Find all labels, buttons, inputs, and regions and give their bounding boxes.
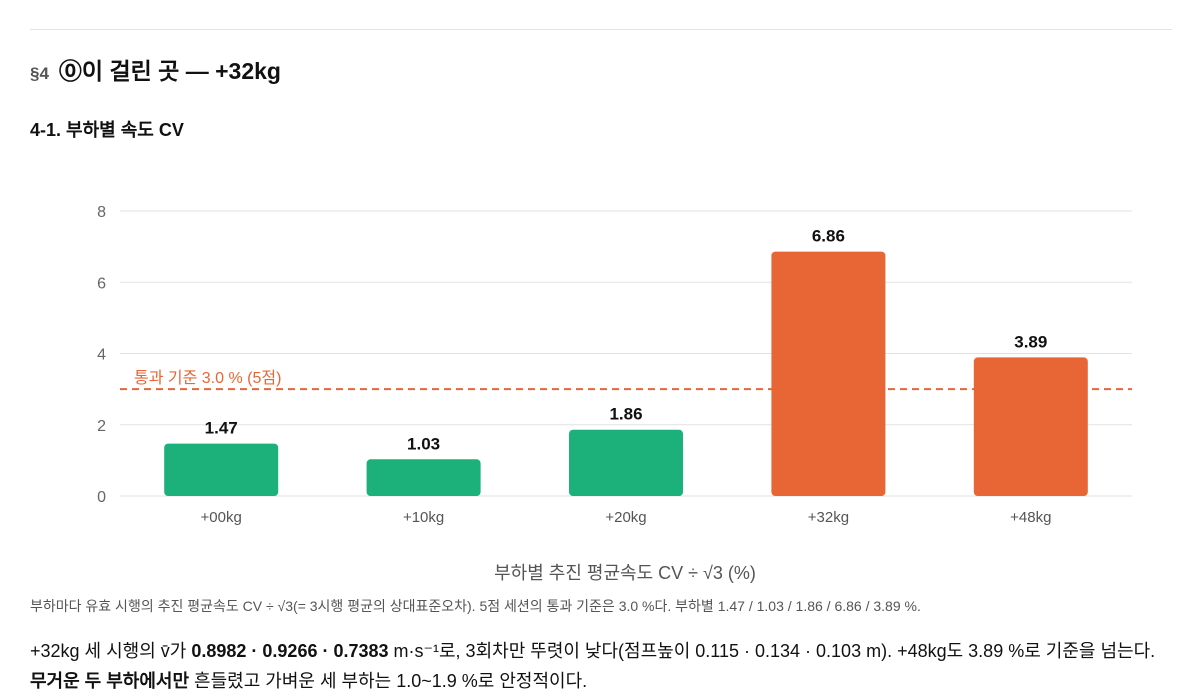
x-axis-title: 부하별 추진 평균속도 CV ÷ √3 (%) [494, 563, 756, 583]
body-bold-1: 0.8982 · 0.9266 · 0.7383 [191, 641, 389, 661]
section-number: §4 [30, 64, 49, 83]
top-divider [30, 29, 1172, 30]
bar-chart: 0 2 4 6 8 1.47 +00kg 1.03 +10kg 1.86 +20kg 6.86 +32k… [97, 204, 1132, 526]
y-tick-label: 8 [97, 204, 106, 221]
section-header: §4 ⓪이 걸린 곳 — +32kg [30, 52, 281, 86]
section-title: ⓪이 걸린 곳 — +32kg [58, 58, 281, 84]
bar-value-label: 3.89 [1014, 332, 1047, 351]
bar [771, 251, 886, 496]
y-tick-label: 6 [97, 275, 106, 292]
body-text-1: +32kg 세 시행의 v̄가 [30, 641, 192, 661]
bar [164, 443, 279, 496]
bar [366, 459, 481, 496]
subsection-title: 4-1. 부하별 속도 CV [30, 120, 184, 140]
threshold-label: 통과 기준 3.0 % (5점) [134, 369, 281, 387]
x-tick-label: +48kg [1010, 509, 1051, 526]
bar-value-label: 1.47 [205, 419, 238, 438]
body-paragraph: +32kg 세 시행의 v̄가 0.8982 · 0.9266 · 0.7383… [30, 636, 1170, 696]
body-text-2: m·s⁻¹로, 3회차만 뚜렷이 낮다(점프높이 0.115 · 0.134 ·… [388, 641, 1156, 661]
y-tick-label: 4 [97, 347, 106, 364]
bar [973, 357, 1088, 496]
body-bold-2: 무거운 두 부하에서만 [30, 671, 190, 691]
x-tick-label: +32kg [808, 509, 849, 526]
y-tick-label: 0 [97, 489, 106, 506]
chart-caption: 부하마다 유효 시행의 추진 평균속도 CV ÷ √3(= 3시행 평균의 상대… [30, 598, 921, 614]
y-tick-label: 2 [97, 418, 106, 435]
body-text-3: 흔들렸고 가벼운 세 부하는 1.0~1.9 %로 안정적이다. [189, 671, 588, 691]
x-tick-label: +10kg [403, 509, 444, 526]
bar [569, 429, 683, 496]
bar-value-label: 1.86 [609, 405, 642, 424]
bar-value-label: 6.86 [812, 227, 845, 246]
bar-value-label: 1.03 [407, 434, 440, 453]
x-tick-label: +20kg [605, 509, 646, 526]
x-tick-label: +00kg [201, 509, 242, 526]
